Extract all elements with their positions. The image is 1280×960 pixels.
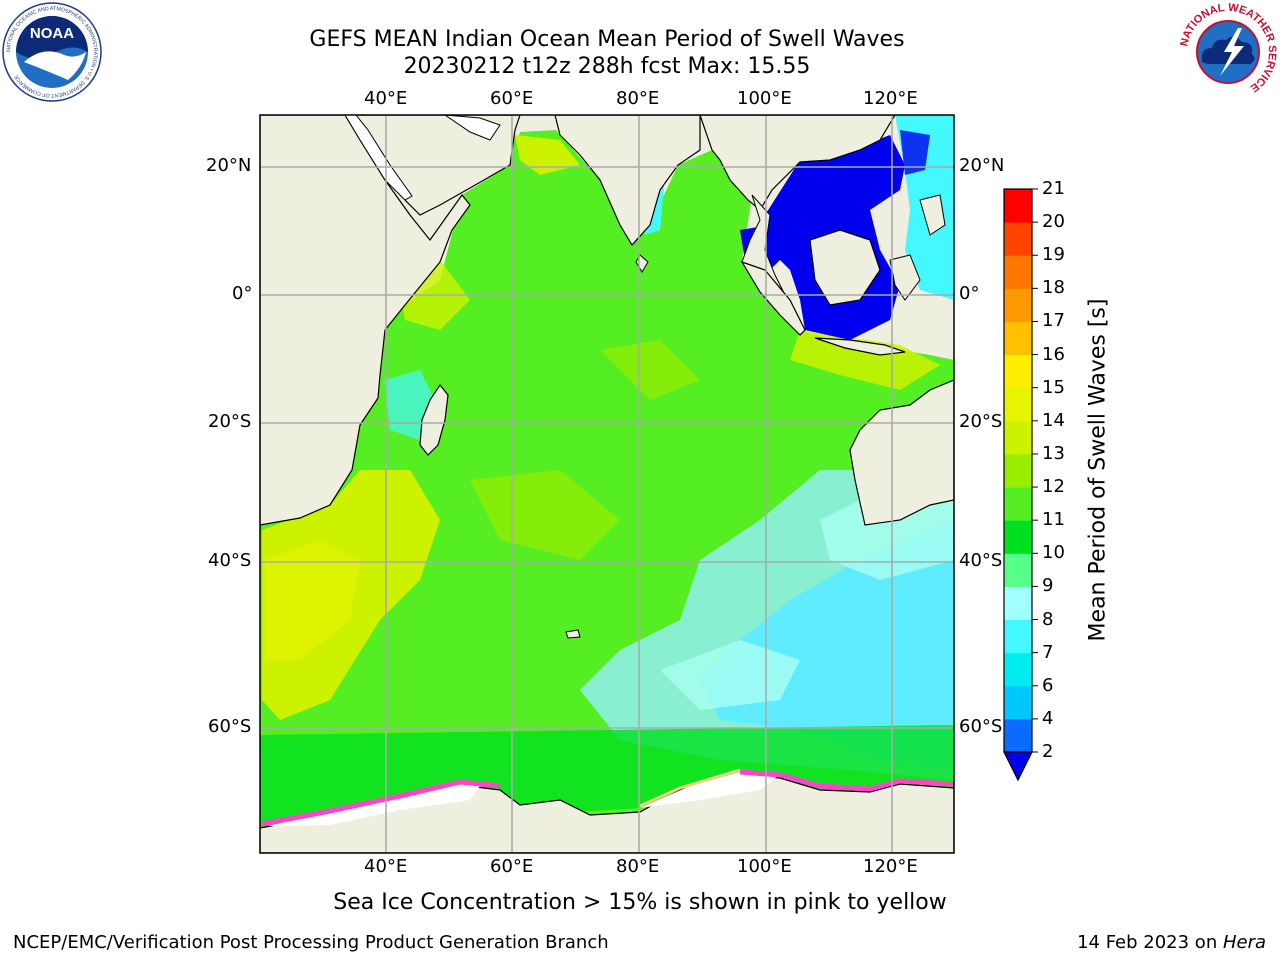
lon-label-bottom-60e: 60°E	[490, 856, 534, 877]
lat-label-left-60s: 60°S	[208, 716, 252, 737]
sumatra	[740, 260, 806, 336]
borneo	[809, 229, 881, 306]
colorbar-frame	[1003, 188, 1033, 753]
lon-label-top-60e: 60°E	[490, 88, 534, 109]
lat-label-right-20s: 20°S	[959, 411, 1003, 432]
colorbar-segment	[1004, 222, 1032, 256]
lat-label-right-20n: 20°N	[959, 155, 1005, 176]
colorbar-tick-label: 9	[1042, 575, 1054, 597]
colorbar-under-arrow	[1003, 751, 1033, 782]
colorbar-segment	[1004, 619, 1032, 654]
colorbar-segment	[1004, 354, 1032, 389]
map-frame	[259, 114, 955, 854]
colorbar-segment	[1004, 487, 1032, 521]
colorbar-tick-label: 6	[1042, 674, 1054, 696]
lat-label-right-0: 0°	[959, 283, 980, 304]
colorbar-segment	[1004, 387, 1032, 422]
java	[814, 337, 906, 356]
lon-label-top-100e: 100°E	[737, 88, 792, 109]
lon-label-bottom-40e: 40°E	[364, 856, 408, 877]
colorbar-segment	[1004, 586, 1032, 621]
footer-date: 14 Feb 2023 on Hera	[1077, 932, 1266, 953]
lat-label-right-40s: 40°S	[959, 550, 1003, 571]
colorbar-tick-label: 13	[1042, 442, 1065, 464]
colorbar-segment	[1004, 420, 1032, 455]
lon-label-top-80e: 80°E	[616, 88, 660, 109]
colorbar-segment	[1004, 685, 1032, 720]
sea-ice-note: Sea Ice Concentration > 15% is shown in …	[333, 890, 947, 915]
kerguelen-island	[565, 629, 581, 639]
colorbar-tick-label: 14	[1042, 409, 1065, 431]
colorbar-tick-label: 2	[1042, 741, 1054, 762]
colorbar-tick-label: 15	[1042, 376, 1065, 398]
australia	[849, 379, 954, 526]
colorbar-label: Mean Period of Swell Waves [s]	[1085, 298, 1111, 642]
colorbar-tick-label: 17	[1042, 310, 1065, 332]
lon-label-bottom-100e: 100°E	[737, 856, 792, 877]
colorbar-segment	[1004, 718, 1032, 753]
footer-host: Hera	[1222, 932, 1266, 953]
southeast-asia	[699, 115, 896, 211]
noaa-logo: NOAA NATIONAL OCEANIC AND ATMOSPHERIC AD…	[2, 2, 102, 102]
colorbar-tick-label: 11	[1042, 509, 1065, 531]
lat-label-left-20s: 20°S	[208, 411, 252, 432]
lat-label-left-20n: 20°N	[206, 155, 252, 176]
footer-date-text: 14 Feb 2023 on	[1077, 932, 1223, 953]
colorbar-tick-label: 21	[1042, 178, 1065, 199]
colorbar-tick-label: 4	[1042, 707, 1054, 729]
colorbar-tick-label: 19	[1042, 244, 1065, 266]
colorbar-segment	[1004, 189, 1032, 223]
lon-label-top-40e: 40°E	[364, 88, 408, 109]
colorbar-segment	[1004, 255, 1032, 289]
noaa-logo-text: NOAA	[30, 25, 74, 42]
india	[554, 115, 701, 247]
footer-organization: NCEP/EMC/Verification Post Processing Pr…	[13, 932, 609, 953]
lon-label-bottom-120e: 120°E	[863, 856, 918, 877]
colorbar-segment	[1004, 520, 1032, 554]
lat-label-left-0: 0°	[232, 283, 253, 304]
title-line-1: GEFS MEAN Indian Ocean Mean Period of Sw…	[309, 27, 905, 52]
gridlines	[260, 115, 954, 853]
colorbar-segment	[1004, 288, 1032, 322]
colorbar-tick-label: 16	[1042, 343, 1065, 365]
colorbar-segment	[1004, 453, 1032, 488]
lon-label-top-120e: 120°E	[863, 88, 918, 109]
colorbar-segment	[1004, 321, 1032, 356]
colorbar-tick-label: 8	[1042, 608, 1054, 630]
colorbar-tick-label: 20	[1042, 211, 1065, 233]
colorbar-tick-label: 10	[1042, 542, 1065, 564]
lat-label-left-40s: 40°S	[208, 550, 252, 571]
lat-label-right-60s: 60°S	[959, 716, 1003, 737]
sea-ice-fringe	[261, 779, 501, 827]
colorbar-tick-label: 7	[1042, 641, 1054, 663]
colorbar-tick-label: 12	[1042, 476, 1065, 498]
madagascar	[419, 383, 449, 456]
lon-label-bottom-80e: 80°E	[616, 856, 660, 877]
colorbar-segment	[1004, 553, 1032, 587]
colorbar-tick-label: 18	[1042, 277, 1065, 299]
title-line-2: 20230212 t12z 288h fcst Max: 15.55	[403, 54, 811, 79]
nws-logo: NATIONAL WEATHER SERVICE	[1178, 2, 1278, 100]
colorbar-segment	[1004, 652, 1032, 687]
